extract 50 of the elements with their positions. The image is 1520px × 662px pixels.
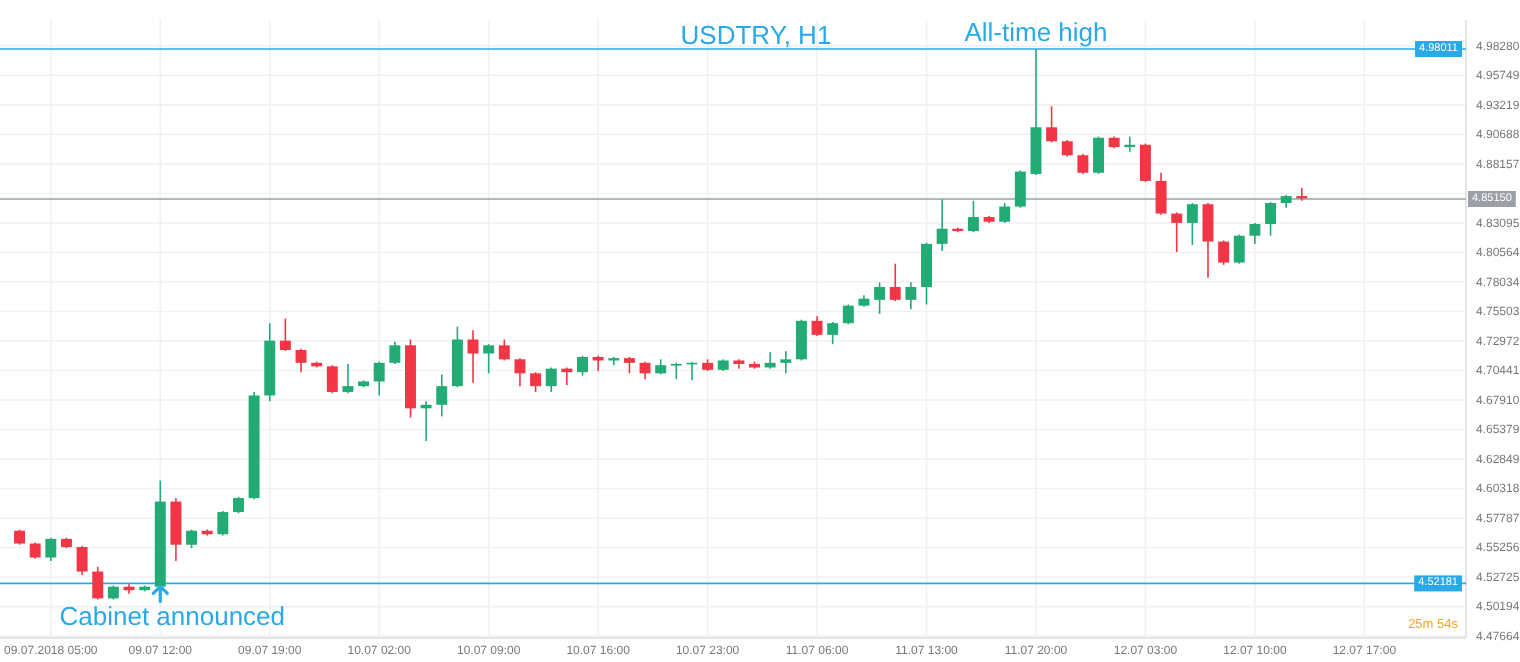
annotation: Cabinet announced [59,601,286,632]
candlestick [545,366,557,393]
candlestick [921,241,932,306]
candlestick [514,357,526,387]
candlestick [905,281,917,310]
candlestick [186,528,198,550]
candlestick [1218,239,1230,266]
candlestick [389,341,401,365]
candlestick [1233,233,1245,265]
candlestick [577,355,588,377]
candlestick [795,318,807,362]
candlestick [373,360,385,397]
candlestick [1014,169,1026,209]
candlestick [530,371,542,393]
candlestick [1093,135,1104,175]
candlestick [1155,171,1167,216]
candlestick [842,303,854,326]
candlestick [467,329,479,384]
candlestick [436,373,448,418]
candlestick [936,198,948,252]
candlestick [1186,202,1198,246]
candlestick [811,315,823,337]
candlestick [1202,202,1214,279]
chart-title: USDTRY, H1 [680,20,832,50]
candlestick [1030,48,1042,176]
candlestick [498,338,510,362]
candlestick [170,497,182,562]
candlestick [451,325,463,389]
candlestick [342,363,354,394]
candlestick [827,321,839,345]
candlestick [1171,211,1183,253]
candlestick [1077,153,1089,175]
candlestick [92,566,104,601]
candlestick [279,317,291,352]
candlestick [1265,201,1277,237]
candlestick [217,510,229,537]
candlestick [999,202,1011,224]
candlestick [967,199,979,234]
candlestick [483,343,495,375]
candlestick [295,348,307,373]
candlestick [326,364,338,394]
candlestick [45,536,57,562]
candlestick [1046,105,1058,144]
annotation: All-time high [964,17,1108,48]
candlestick [874,281,886,315]
candlestick [1249,222,1261,245]
candlestick [780,350,792,375]
candlestick [1139,142,1151,183]
candlestick [76,545,88,576]
candlestick [889,262,901,302]
